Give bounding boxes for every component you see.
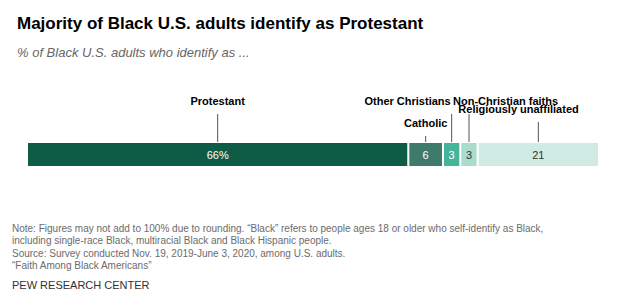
svg-text:21: 21 — [532, 149, 544, 161]
svg-text:Non-Christian faiths: Non-Christian faiths — [453, 94, 559, 107]
svg-text:66%: 66% — [207, 149, 229, 161]
svg-text:Other Christians: Other Christians — [364, 95, 450, 107]
svg-text:Catholic: Catholic — [404, 117, 447, 129]
svg-text:Source: Survey conducted Nov.: Source: Survey conducted Nov. 19, 2019-J… — [12, 248, 345, 259]
svg-text:PEW RESEARCH CENTER: PEW RESEARCH CENTER — [12, 279, 150, 291]
svg-text:Note: Figures may not add to 1: Note: Figures may not add to 100% due to… — [12, 223, 543, 234]
svg-text:% of Black U.S. adults who ide: % of Black U.S. adults who identify as .… — [17, 45, 250, 60]
svg-text:Majority of Black U.S. adults: Majority of Black U.S. adults identify a… — [17, 14, 424, 33]
svg-text:6: 6 — [423, 149, 429, 161]
svg-text:Protestant: Protestant — [190, 95, 245, 107]
svg-text:including single-race Black, m: including single-race Black, multiracial… — [12, 235, 332, 246]
svg-text:3: 3 — [449, 149, 455, 161]
svg-text:Religiously unaffiliated: Religiously unaffiliated — [458, 103, 578, 115]
svg-text:3: 3 — [466, 149, 472, 161]
svg-text:“Faith Among Black Americans”: “Faith Among Black Americans” — [12, 260, 152, 271]
